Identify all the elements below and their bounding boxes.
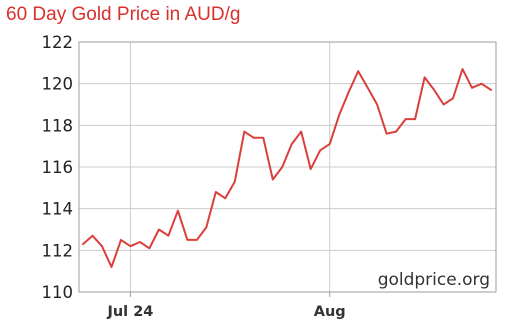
x-axis-ticks: Jul 24 Aug	[106, 292, 346, 320]
y-tick-label: 120	[42, 75, 74, 94]
chart-title: 60 Day Gold Price in AUD/g	[6, 4, 241, 25]
x-tick-label: Aug	[314, 304, 346, 320]
y-tick-label: 122	[42, 33, 74, 52]
y-tick-label: 110	[42, 283, 74, 302]
y-tick-label: 112	[42, 241, 74, 260]
x-tick-label: Jul 24	[106, 304, 153, 320]
credit-annotation: goldprice.org	[378, 270, 490, 290]
y-tick-label: 114	[42, 200, 74, 219]
y-tick-label: 118	[42, 116, 74, 135]
plot-frame	[78, 41, 497, 293]
series-line	[82, 68, 492, 268]
y-axis-ticks: 110 112 114 116 118 120 122	[42, 33, 74, 302]
y-tick-label: 116	[42, 158, 74, 177]
